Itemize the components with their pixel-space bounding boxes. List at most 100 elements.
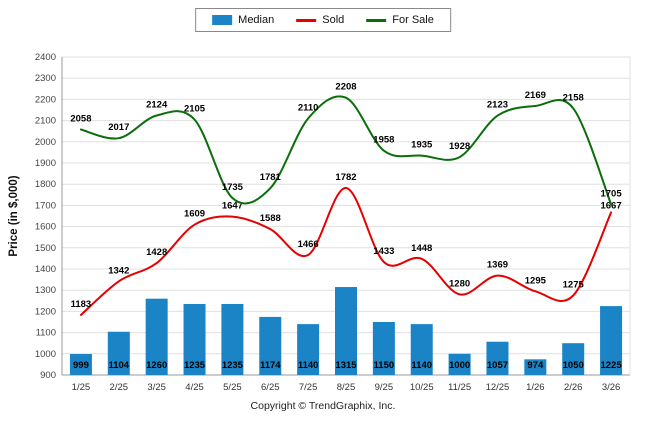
- for-sale-swatch-icon: [366, 18, 387, 22]
- legend-item-sold: Sold: [296, 14, 344, 26]
- sold-value-label: 1609: [184, 209, 205, 220]
- y-axis-tick: 1500: [35, 243, 56, 254]
- median-bar: [69, 354, 92, 375]
- legend-label-median: Median: [238, 14, 275, 26]
- y-axis-tick: 900: [40, 370, 56, 381]
- sold-value-label: 1466: [298, 239, 319, 250]
- copyright-text: Copyright © TrendGraphix, Inc.: [250, 400, 396, 412]
- median-bar: [183, 303, 206, 375]
- y-axis-tick: 2400: [35, 52, 56, 63]
- sold-value-label: 1647: [222, 201, 243, 212]
- median-bar: [221, 303, 244, 375]
- x-axis-tick: 3/26: [602, 382, 621, 393]
- x-axis-tick: 5/25: [223, 382, 242, 393]
- median-bar: [297, 324, 320, 375]
- y-axis-tick: 2300: [35, 73, 56, 84]
- median-bar: [145, 298, 168, 375]
- for-sale-value-label: 1958: [373, 135, 394, 146]
- bar-value-label: 1235: [184, 360, 206, 371]
- sold-value-label: 1782: [335, 172, 356, 183]
- bar-value-label: 1315: [335, 360, 357, 371]
- for-sale-value-label: 1781: [260, 172, 282, 183]
- bar-value-label: 1260: [146, 360, 167, 371]
- median-bar: [259, 316, 282, 375]
- legend-label-sold: Sold: [322, 14, 345, 26]
- median-bar: [410, 324, 433, 375]
- x-axis-tick: 2/25: [110, 382, 129, 393]
- sold-value-label: 1280: [449, 278, 470, 289]
- y-axis-tick: 1700: [35, 200, 56, 211]
- sold-value-label: 1433: [373, 246, 394, 257]
- y-axis-tick: 1800: [35, 179, 56, 190]
- sold-value-label: 1275: [563, 280, 585, 291]
- chart-legend: Median Sold For Sale: [195, 8, 451, 32]
- median-bar: [372, 322, 395, 375]
- for-sale-value-label: 1935: [411, 140, 433, 151]
- for-sale-value-label: 1735: [222, 182, 244, 193]
- bar-value-label: 999: [73, 360, 89, 371]
- y-axis-title: Price (in $,000): [8, 175, 20, 257]
- median-swatch-icon: [212, 15, 233, 25]
- bar-value-label: 1140: [411, 360, 432, 371]
- for-sale-value-label: 2208: [335, 82, 356, 93]
- bar-value-label: 1050: [563, 360, 584, 371]
- sold-value-label: 1588: [260, 213, 281, 224]
- y-axis-tick: 1100: [36, 328, 56, 339]
- x-axis-tick: 10/25: [410, 382, 434, 393]
- median-bar: [335, 287, 357, 375]
- for-sale-value-label: 2169: [525, 90, 546, 101]
- for-sale-value-label: 2058: [70, 114, 91, 125]
- y-axis-tick: 1400: [35, 264, 56, 275]
- for-sale-value-label: 1705: [600, 188, 622, 199]
- x-axis-tick: 12/25: [486, 382, 510, 393]
- x-axis-tick: 9/25: [375, 382, 394, 393]
- median-bar: [562, 343, 585, 375]
- bar-value-label: 1000: [449, 360, 470, 371]
- x-axis-tick: 8/25: [337, 382, 356, 393]
- bar-value-label: 1104: [108, 360, 129, 371]
- sold-value-label: 1183: [71, 299, 92, 310]
- y-axis-tick: 1600: [35, 222, 56, 233]
- bar-value-label: 1057: [487, 360, 508, 371]
- for-sale-value-label: 2158: [563, 92, 584, 103]
- bar-value-label: 1150: [374, 360, 395, 371]
- legend-label-for-sale: For Sale: [392, 14, 434, 26]
- bar-value-label: 1235: [222, 360, 244, 371]
- for-sale-value-label: 2123: [487, 100, 508, 111]
- y-axis-tick: 2000: [35, 137, 56, 148]
- bar-value-label: 1140: [298, 360, 319, 371]
- bar-value-label: 1225: [600, 360, 622, 371]
- median-bar: [107, 331, 130, 375]
- y-axis-tick: 1300: [35, 285, 56, 296]
- bar-value-label: 1174: [260, 360, 281, 371]
- sold-value-label: 1428: [146, 247, 167, 258]
- for-sale-value-label: 2124: [146, 100, 168, 111]
- for-sale-value-label: 2105: [184, 104, 206, 115]
- sold-swatch-icon: [296, 18, 317, 22]
- sold-value-label: 1295: [525, 275, 547, 286]
- median-bar: [524, 359, 547, 375]
- legend-item-median: Median: [212, 14, 274, 26]
- x-axis-tick: 7/25: [299, 382, 318, 393]
- for-sale-value-label: 2110: [298, 102, 319, 113]
- x-axis-tick: 4/25: [185, 382, 204, 393]
- legend-item-for-sale: For Sale: [366, 14, 434, 26]
- x-axis-tick: 1/26: [526, 382, 545, 393]
- x-axis-tick: 11/25: [448, 382, 471, 393]
- y-axis-tick: 2200: [35, 94, 56, 105]
- bar-value-label: 974: [527, 360, 544, 371]
- x-axis-tick: 6/25: [261, 382, 280, 393]
- y-axis-tick: 2100: [35, 116, 56, 127]
- sold-line: [79, 187, 613, 316]
- sold-value-label: 1667: [600, 200, 621, 211]
- y-axis-tick: 1000: [35, 349, 56, 360]
- sold-value-label: 1369: [487, 260, 508, 271]
- x-axis-tick: 3/25: [147, 382, 166, 393]
- sold-value-label: 1342: [108, 265, 129, 276]
- x-axis-tick: 2/26: [564, 382, 583, 393]
- for-sale-line: [79, 95, 613, 206]
- sold-value-label: 1448: [411, 243, 432, 254]
- median-bar: [600, 306, 623, 375]
